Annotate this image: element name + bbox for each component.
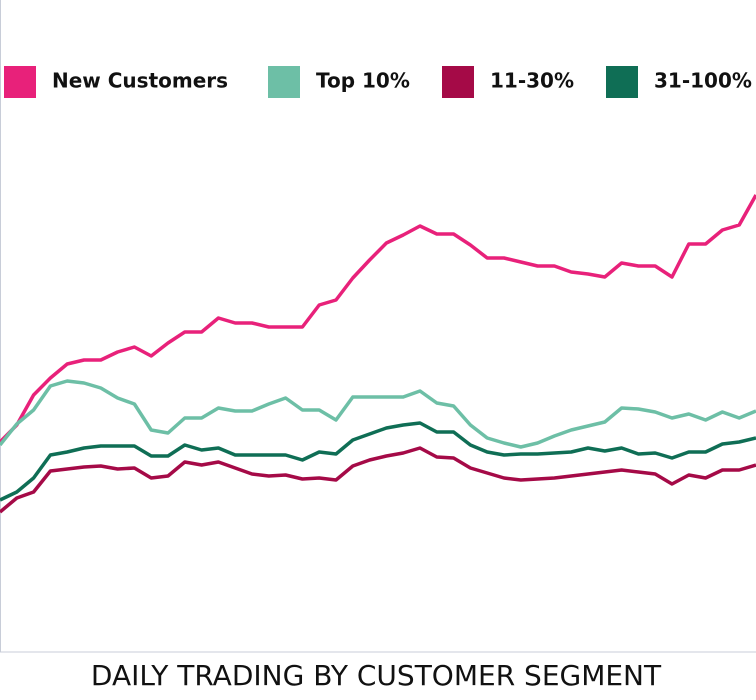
legend-swatch (606, 66, 638, 98)
legend-label: 11-30% (490, 69, 574, 93)
legend-swatch (442, 66, 474, 98)
legend-swatch (4, 66, 36, 98)
series-line (0, 379, 756, 449)
chart-title: DAILY TRADING BY CUSTOMER SEGMENT (91, 659, 662, 692)
legend-label: New Customers (52, 69, 228, 93)
legend-swatch (268, 66, 300, 98)
series-line (0, 421, 756, 502)
legend-label: 31-100% (654, 69, 752, 93)
series-line (0, 446, 756, 514)
series-line (0, 194, 756, 444)
legend-label: Top 10% (316, 69, 410, 93)
